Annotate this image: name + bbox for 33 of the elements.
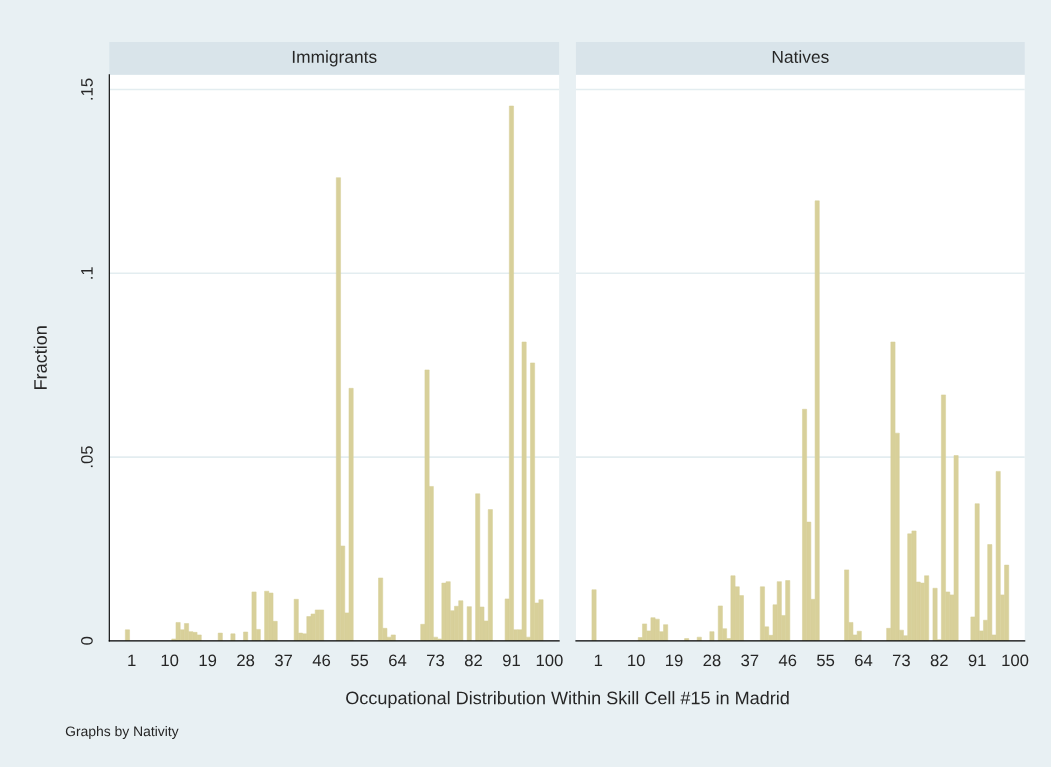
x-tick-label: 19 — [199, 654, 217, 667]
text: Graphs by Nativity — [65, 726, 179, 739]
y-axis-title: Fraction — [33, 326, 47, 389]
y-tick-label: .1 — [81, 267, 93, 279]
x-tick-label: 91 — [502, 654, 520, 667]
x-tick-label: 73 — [892, 654, 910, 667]
x-tick-label: 28 — [703, 654, 721, 667]
x-tick-label: 1 — [128, 654, 136, 667]
x-tick-label: 19 — [666, 654, 683, 667]
chart-title: Natives — [772, 50, 829, 64]
x-tick-label: 100 — [1002, 654, 1029, 667]
x-tick-label: 91 — [968, 654, 986, 667]
x-tick-label: 82 — [930, 654, 948, 667]
x-tick-label: 1 — [594, 654, 603, 667]
y-tick-label: .15 — [81, 78, 93, 100]
x-tick-label: 28 — [237, 654, 255, 667]
x-tick-label: 100 — [536, 654, 563, 667]
x-tick-label: 37 — [741, 654, 759, 667]
x-tick-label: 82 — [464, 654, 482, 667]
x-axis-title: Occupational Distribution Within Skill Cell #15 in Madrid — [346, 691, 789, 708]
y-tick-label: 0 — [81, 636, 93, 645]
x-tick-label: 46 — [778, 654, 797, 667]
x-tick-label: 64 — [389, 654, 407, 667]
y-tick-label: .05 — [81, 446, 93, 468]
chart-title: Immigrants — [292, 50, 377, 67]
x-tick-label: 46 — [312, 654, 331, 667]
x-tick-label: 64 — [855, 654, 873, 667]
x-tick-label: 37 — [274, 654, 293, 667]
x-tick-label: 55 — [816, 654, 835, 667]
x-tick-label: 55 — [350, 654, 369, 667]
x-tick-label: 73 — [427, 654, 445, 667]
x-tick-label: 10 — [628, 654, 645, 667]
x-tick-label: 10 — [161, 654, 179, 667]
